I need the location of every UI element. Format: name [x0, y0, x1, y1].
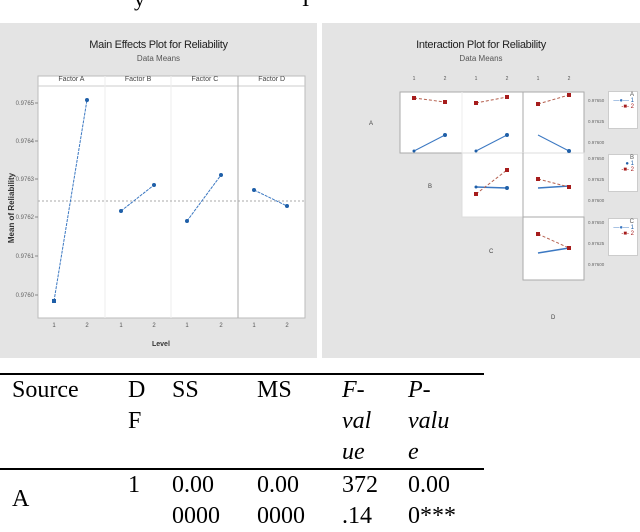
svg-text:1: 1	[475, 76, 478, 82]
svg-text:1: 1	[413, 76, 416, 82]
svg-text:0.97650: 0.97650	[588, 220, 605, 225]
svg-text:2: 2	[568, 76, 571, 82]
factor-header: Factor B	[124, 76, 152, 83]
svg-text:0.97650: 0.97650	[588, 98, 605, 103]
factor-header: Factor A	[58, 76, 85, 83]
svg-text:1: 1	[119, 323, 123, 329]
legend-c: C —●— 1 -■- 2	[608, 218, 638, 256]
svg-text:2: 2	[152, 323, 156, 329]
factor-header: Factor C	[191, 76, 219, 83]
cell-p-value: 0.00 0***	[408, 472, 456, 529]
svg-text:0.9760: 0.9760	[16, 293, 35, 299]
svg-text:0.9764: 0.9764	[16, 139, 35, 145]
legend-title: C	[629, 219, 634, 225]
cell-ms: 0.00 0000	[257, 472, 305, 529]
svg-text:2: 2	[85, 323, 89, 329]
main-effects-plot: Main Effects Plot for Reliability Data M…	[0, 23, 317, 358]
svg-text:D: D	[551, 315, 556, 321]
svg-text:2: 2	[444, 76, 447, 82]
interaction-subtitle: Data Means	[459, 54, 503, 63]
svg-text:B: B	[428, 184, 432, 190]
svg-text:1: 1	[252, 323, 256, 329]
svg-text:0.97650: 0.97650	[588, 156, 605, 161]
svg-text:2: 2	[285, 323, 289, 329]
header-f-value: F-val ue	[342, 377, 372, 465]
svg-text:2: 2	[219, 323, 223, 329]
legend-item: -■- 2	[621, 231, 634, 237]
svg-text:1: 1	[185, 323, 189, 329]
svg-text:0.9763: 0.9763	[16, 177, 35, 183]
main-effects-chart: 0.9765 0.9764 0.9763 0.9762 0.9761 0.976…	[7, 75, 306, 329]
main-effects-subtitle: Data Means	[136, 54, 181, 63]
table-row: A 1 0.00 0000 0.00 0000 372.14 0.00 0***	[0, 469, 484, 532]
cell-df: 1	[128, 472, 140, 498]
legend-item: -■- 2	[621, 104, 634, 110]
cell-f-value: 372.14	[342, 472, 378, 529]
cell-ss: 0.00 0000	[172, 472, 220, 529]
header-p-value: P-valu e	[408, 377, 450, 465]
svg-text:0.9761: 0.9761	[16, 254, 35, 260]
svg-text:1: 1	[52, 323, 56, 329]
legend-a: A —●— 1 -■- 2	[608, 91, 638, 129]
legend-item: ● 1	[625, 161, 634, 167]
clipped-char: y	[134, 0, 145, 12]
factor-header: Factor D	[258, 76, 286, 83]
interaction-chart: 1 2 1 2 1 2 A B C D 0.97650 0.97625 0.97600 0.97…	[369, 76, 605, 321]
svg-text:0.97600: 0.97600	[588, 140, 605, 145]
svg-text:2: 2	[506, 76, 509, 82]
svg-text:0.97600: 0.97600	[588, 198, 605, 203]
svg-text:0.97625: 0.97625	[588, 241, 605, 246]
interaction-plot: Interaction Plot for Reliability Data Me…	[322, 23, 640, 358]
header-ms: MS	[257, 377, 292, 403]
legend-b: B ● 1 -■- 2	[608, 154, 638, 192]
legend-item: -■- 2	[621, 167, 634, 173]
svg-text:0.9765: 0.9765	[16, 101, 35, 107]
legend-title: B	[629, 155, 634, 161]
clipped-char: I	[302, 0, 309, 12]
factor-headers: Factor A Factor B Factor C Factor D	[38, 76, 305, 86]
cell-source: A	[12, 486, 30, 512]
svg-text:1: 1	[537, 76, 540, 82]
clipped-caption-text: y I	[0, 0, 640, 11]
legend-title: A	[629, 92, 634, 98]
x-axis-label: Level	[152, 341, 170, 348]
main-effects-title: Main Effects Plot for Reliability	[89, 39, 228, 51]
header-source: Source	[12, 377, 79, 403]
header-ss: SS	[172, 377, 199, 403]
svg-text:A: A	[369, 121, 373, 127]
svg-text:0.9762: 0.9762	[16, 215, 35, 221]
svg-text:0.97625: 0.97625	[588, 119, 605, 124]
svg-text:0.97600: 0.97600	[588, 262, 605, 267]
legend-item: —●— 1	[613, 98, 634, 104]
svg-text:0.97625: 0.97625	[588, 177, 605, 182]
svg-text:C: C	[489, 249, 494, 255]
y-axis-label: Mean of Reliability	[7, 172, 16, 243]
legend-item: —●— 1	[613, 225, 634, 231]
interaction-title: Interaction Plot for Reliability	[416, 39, 546, 51]
